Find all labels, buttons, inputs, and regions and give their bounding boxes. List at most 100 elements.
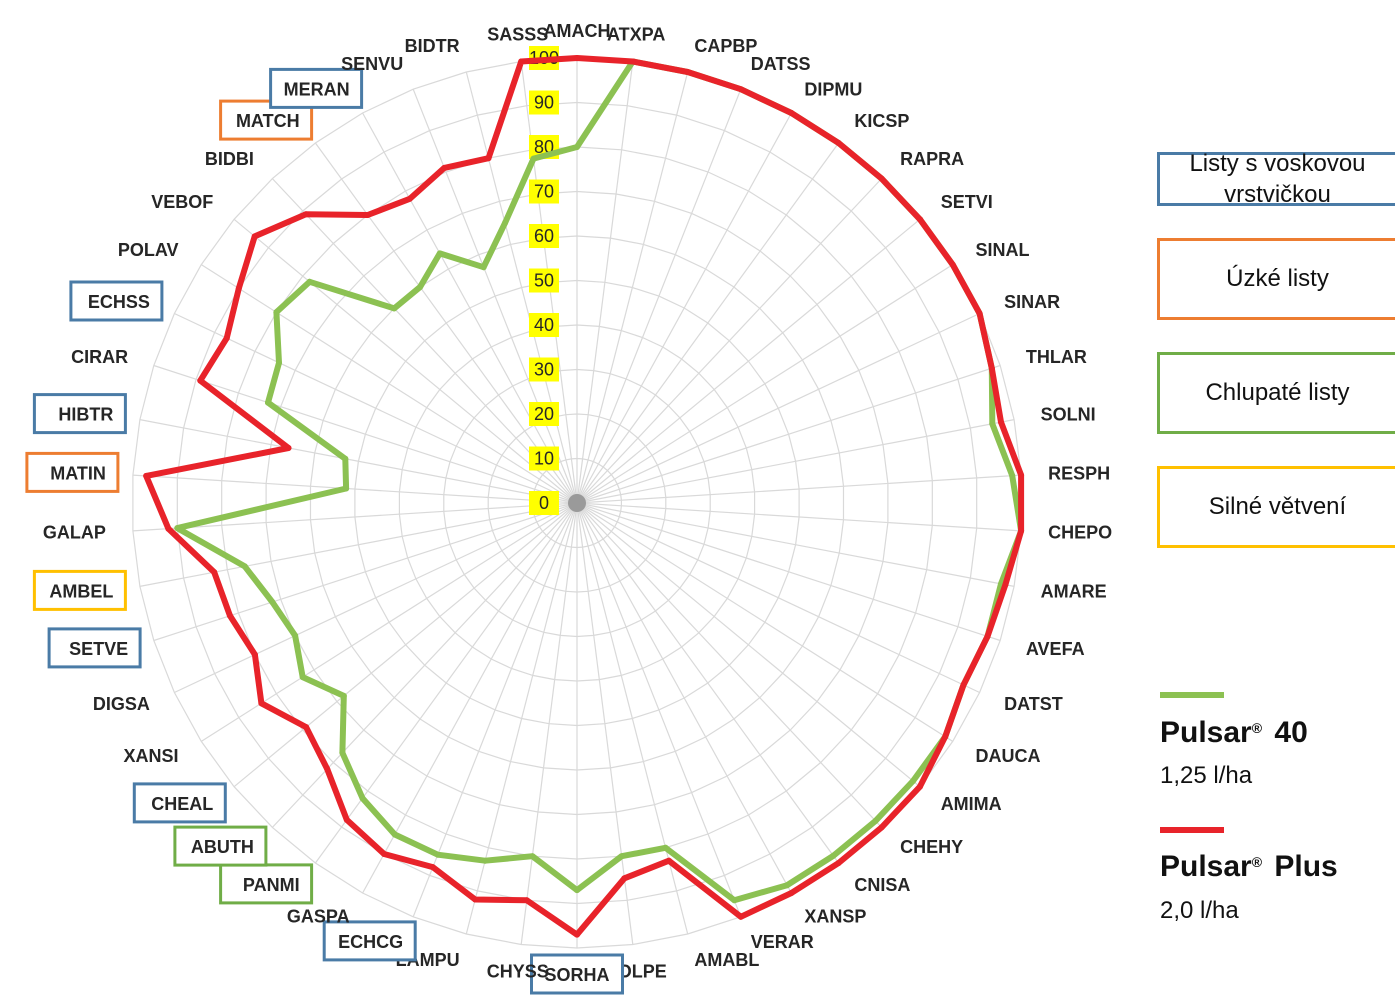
label-group-box xyxy=(219,863,314,905)
grid-spoke xyxy=(271,178,578,504)
series-point xyxy=(523,897,530,904)
category-label: ECHSS xyxy=(88,292,150,312)
series-point xyxy=(472,896,479,903)
label-group-box xyxy=(32,569,127,611)
grid-spoke xyxy=(576,112,792,504)
grid-spoke xyxy=(576,502,1022,532)
grid-spoke xyxy=(576,364,1001,504)
series-point xyxy=(502,219,509,226)
label-group-box xyxy=(132,782,227,824)
legend-group-branching: Silné větvení xyxy=(1157,466,1395,548)
series-point xyxy=(436,250,443,257)
scale-label-bg xyxy=(529,446,559,471)
grid-spoke xyxy=(576,142,840,504)
category-label: VERAR xyxy=(751,932,814,952)
legend-group-narrow: Úzké listy xyxy=(1157,238,1395,320)
category-label: KICSP xyxy=(854,111,909,131)
series-point xyxy=(299,674,306,681)
series-point xyxy=(223,335,230,342)
scale-label-bg xyxy=(529,224,559,248)
center-hub xyxy=(568,494,586,512)
scale-label: 60 xyxy=(534,226,554,246)
grid-spoke xyxy=(200,264,578,504)
series-point xyxy=(1002,581,1009,588)
grid-spoke xyxy=(314,502,578,864)
scale-label: 0 xyxy=(539,493,549,513)
series-point xyxy=(429,864,436,871)
grid-spoke xyxy=(153,364,578,504)
category-label: SASSS xyxy=(487,25,548,45)
series-point xyxy=(251,651,258,658)
category-label: AMARE xyxy=(1041,581,1107,601)
category-label: CHEPO xyxy=(1048,523,1112,543)
series-point xyxy=(916,783,923,790)
data-series xyxy=(143,55,1025,938)
grid-spoke xyxy=(412,88,578,504)
grid-spoke xyxy=(153,502,578,642)
series-point xyxy=(265,399,271,406)
category-label: DAUCA xyxy=(976,746,1041,766)
category-label: BIDTR xyxy=(405,36,460,56)
series-point xyxy=(211,569,218,576)
legend-series-pulsar-40-mark: ® xyxy=(1251,720,1263,736)
legend-group-branching-label: Silné větvení xyxy=(1208,493,1347,521)
series-point xyxy=(574,144,580,150)
series-point xyxy=(441,164,448,171)
grid-spoke xyxy=(362,112,578,504)
scale-label-bg xyxy=(529,90,559,115)
series-point xyxy=(518,58,525,65)
series-point xyxy=(665,857,672,864)
legend-series-pulsar-plus-brand: Pulsar xyxy=(1160,850,1252,883)
series-point xyxy=(662,844,669,851)
series-point xyxy=(629,58,636,65)
series-point xyxy=(1018,472,1025,479)
legend-group-hairy-label: Chlupaté listy xyxy=(1205,379,1350,407)
legend-line-pulsar-plus xyxy=(1160,827,1224,833)
series-point xyxy=(306,278,313,285)
category-label: HIBTR xyxy=(58,405,113,425)
category-label: MATIN xyxy=(50,463,106,483)
category-label: CHEHY xyxy=(900,837,963,857)
series-point xyxy=(485,155,492,162)
category-label: AMBEL xyxy=(49,581,113,601)
category-label: RAPRA xyxy=(900,149,964,169)
series-point xyxy=(364,212,371,218)
category-label: DATSS xyxy=(751,54,811,74)
series-point xyxy=(381,851,388,857)
category-label: POLAV xyxy=(118,240,179,260)
label-group-box xyxy=(47,627,142,669)
series-point xyxy=(788,110,795,116)
category-label: VEBOF xyxy=(151,192,213,212)
category-label: ECHCG xyxy=(338,932,403,952)
series-point xyxy=(165,525,172,532)
category-label: XANSI xyxy=(123,746,178,766)
radar-grid xyxy=(132,57,1022,949)
series-point xyxy=(251,233,258,240)
grid-spoke xyxy=(174,312,578,504)
grid-spoke xyxy=(576,502,689,935)
legend-group-wax-label: Listy s voskovou vrstvičkou xyxy=(1189,149,1366,208)
series-point xyxy=(998,419,1004,426)
series-point xyxy=(916,216,923,223)
grid-spoke xyxy=(576,474,1022,504)
series-point xyxy=(235,285,242,292)
series-point xyxy=(984,633,991,640)
legend-series-pulsar-40: Pulsar® 40 xyxy=(1160,716,1308,750)
scale-label: 50 xyxy=(534,271,554,291)
legend-group-narrow-label: Úzké listy xyxy=(1226,265,1329,293)
category-label: SINAR xyxy=(1004,292,1060,312)
grid-spoke xyxy=(520,502,578,945)
grid-spoke xyxy=(271,502,578,828)
scale-label-bg xyxy=(529,268,559,293)
series-point xyxy=(276,359,282,366)
category-label: DIGSA xyxy=(93,694,150,714)
scale-label: 20 xyxy=(534,404,554,424)
grid-spoke xyxy=(362,502,578,894)
series-point xyxy=(737,86,744,93)
series-point xyxy=(342,455,349,462)
series-point xyxy=(391,305,398,312)
series-point xyxy=(988,365,995,372)
series-pulsar-40-line xyxy=(174,58,1025,904)
